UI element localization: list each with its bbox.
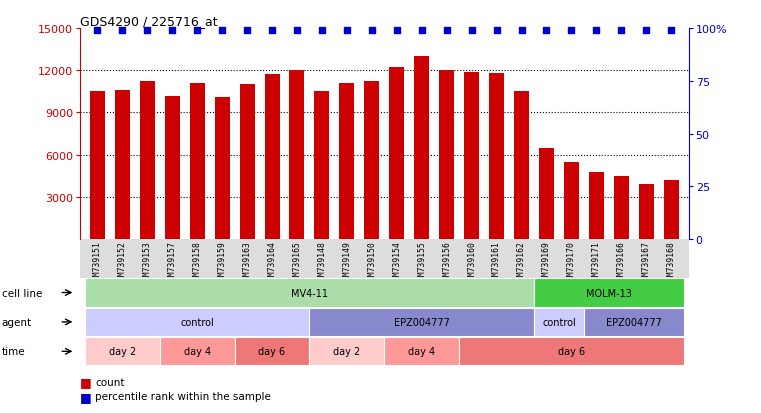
Point	[116, 28, 129, 34]
Text: MV4-11: MV4-11	[291, 288, 328, 298]
Text: day 2: day 2	[333, 347, 361, 356]
Bar	[390, 68, 404, 240]
Text: control: control	[180, 317, 214, 327]
Text: GDS4290 / 225716_at: GDS4290 / 225716_at	[80, 15, 218, 28]
Point	[366, 28, 378, 34]
Bar	[164, 96, 180, 240]
Point	[591, 28, 603, 34]
Point	[166, 28, 178, 34]
Point	[390, 28, 403, 34]
Bar	[339, 84, 355, 240]
Bar	[289, 71, 304, 240]
Bar	[365, 82, 379, 240]
Bar	[240, 85, 255, 240]
Bar	[215, 98, 230, 240]
Point	[466, 28, 478, 34]
Bar	[589, 172, 604, 240]
Text: ■: ■	[80, 375, 91, 389]
Bar	[664, 180, 679, 240]
Point	[416, 28, 428, 34]
Text: EPZ004777: EPZ004777	[606, 317, 662, 327]
Text: control: control	[542, 317, 576, 327]
Bar	[90, 92, 105, 240]
Text: time: time	[2, 347, 25, 356]
Bar	[564, 162, 579, 240]
Point	[316, 28, 328, 34]
Bar	[638, 185, 654, 240]
Bar	[489, 74, 504, 240]
Point	[540, 28, 552, 34]
Point	[665, 28, 677, 34]
Text: ■: ■	[80, 390, 91, 403]
Text: count: count	[95, 377, 125, 387]
Text: percentile rank within the sample: percentile rank within the sample	[95, 392, 271, 401]
Point	[341, 28, 353, 34]
Bar	[464, 72, 479, 240]
Bar	[439, 71, 454, 240]
Text: MOLM-13: MOLM-13	[586, 288, 632, 298]
Bar	[414, 57, 429, 240]
Bar	[189, 84, 205, 240]
Text: day 6: day 6	[259, 347, 285, 356]
Point	[291, 28, 303, 34]
Point	[216, 28, 228, 34]
Point	[491, 28, 503, 34]
Point	[615, 28, 627, 34]
Point	[441, 28, 453, 34]
Point	[266, 28, 278, 34]
Text: cell line: cell line	[2, 288, 42, 298]
Point	[191, 28, 203, 34]
Point	[91, 28, 103, 34]
Point	[241, 28, 253, 34]
Text: day 2: day 2	[109, 347, 136, 356]
Bar	[140, 82, 154, 240]
Bar	[115, 91, 130, 240]
Point	[142, 28, 154, 34]
Bar	[614, 176, 629, 240]
Point	[565, 28, 578, 34]
Text: EPZ004777: EPZ004777	[393, 317, 450, 327]
Bar	[314, 92, 330, 240]
Text: day 4: day 4	[408, 347, 435, 356]
Bar	[514, 92, 529, 240]
Text: agent: agent	[2, 317, 32, 327]
Bar	[265, 75, 279, 240]
Point	[515, 28, 527, 34]
Text: day 6: day 6	[558, 347, 585, 356]
Bar	[539, 148, 554, 240]
Point	[640, 28, 652, 34]
Text: day 4: day 4	[183, 347, 211, 356]
